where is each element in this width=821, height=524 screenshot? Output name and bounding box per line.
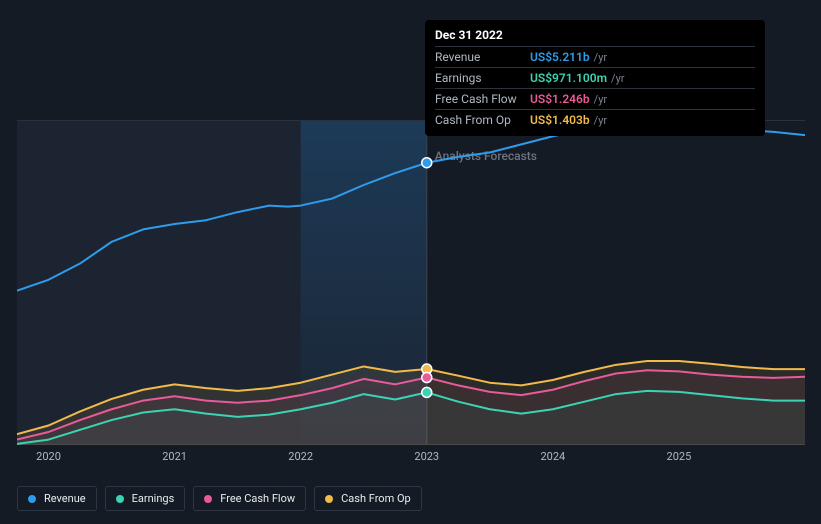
tooltip-row-value: US$1.246b	[530, 92, 590, 106]
tooltip-row: RevenueUS$5.211b/yr	[435, 46, 755, 67]
legend-label: Earnings	[132, 492, 175, 505]
legend-dot-icon	[116, 495, 124, 503]
legend-item[interactable]: Earnings	[105, 486, 186, 511]
tooltip-row-label: Earnings	[435, 71, 530, 85]
tooltip-box: Dec 31 2022 RevenueUS$5.211b/yrEarningsU…	[425, 20, 765, 136]
legend-label: Revenue	[44, 492, 86, 505]
chart-area[interactable]	[17, 120, 805, 465]
tooltip-row-value: US$5.211b	[530, 50, 590, 64]
legend-label: Free Cash Flow	[220, 492, 295, 505]
tooltip-row-value: US$1.403b	[530, 113, 590, 127]
tooltip-row-label: Free Cash Flow	[435, 92, 530, 106]
tooltip-row-unit: /yr	[594, 93, 607, 106]
tooltip-row-value: US$971.100m	[530, 71, 607, 85]
x-axis-label: 2022	[288, 450, 313, 463]
tooltip-date: Dec 31 2022	[435, 28, 755, 46]
legend-label: Cash From Op	[341, 492, 411, 505]
tooltip-row-unit: /yr	[594, 51, 607, 64]
tooltip-row-label: Revenue	[435, 50, 530, 64]
chart-svg	[17, 120, 805, 445]
tooltip-row-unit: /yr	[594, 114, 607, 127]
x-axis-label: 2021	[162, 450, 187, 463]
tooltip-row: EarningsUS$971.100m/yr	[435, 67, 755, 88]
legend-dot-icon	[325, 495, 333, 503]
legend-dot-icon	[28, 495, 36, 503]
tooltip-row: Cash From OpUS$1.403b/yr	[435, 109, 755, 130]
legend-item[interactable]: Revenue	[17, 486, 97, 511]
x-axis-label: 2025	[667, 450, 692, 463]
legend-item[interactable]: Free Cash Flow	[193, 486, 306, 511]
tooltip-row: Free Cash FlowUS$1.246b/yr	[435, 88, 755, 109]
x-axis-label: 2020	[36, 450, 61, 463]
legend-dot-icon	[204, 495, 212, 503]
tooltip-row-unit: /yr	[611, 72, 624, 85]
legend: Revenue Earnings Free Cash Flow Cash From O…	[17, 486, 422, 511]
x-axis-label: 2023	[414, 450, 439, 463]
legend-item[interactable]: Cash From Op	[314, 486, 422, 511]
tooltip-row-label: Cash From Op	[435, 113, 530, 127]
x-axis-label: 2024	[540, 450, 565, 463]
